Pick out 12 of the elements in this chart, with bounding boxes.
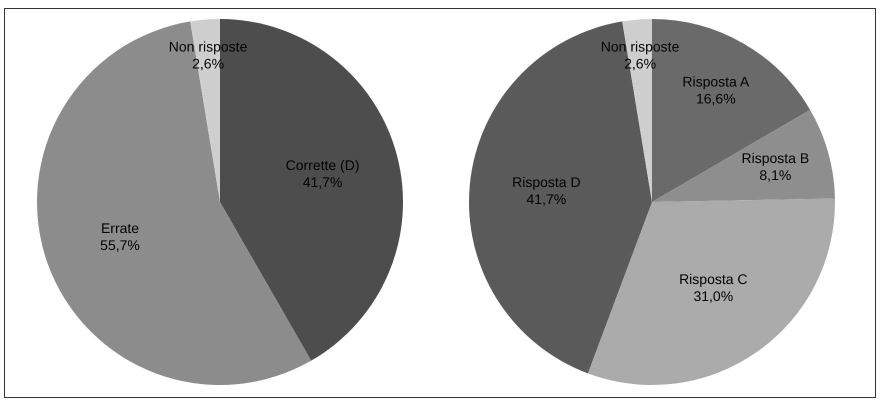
data-label: 8,1%: [759, 166, 792, 183]
data-label: 31,0%: [693, 288, 734, 304]
slice-label: Corrette (D): [286, 156, 360, 173]
slice-label: Risposta C: [679, 271, 748, 288]
slice-label: Risposta D: [512, 174, 581, 190]
data-label: 41,7%: [526, 191, 566, 208]
data-label: 16,6%: [696, 90, 736, 106]
data-label: 55,7%: [100, 237, 140, 253]
slice-label: Errate: [100, 220, 140, 236]
slice-label: Risposta B: [741, 150, 810, 166]
slice-label: Risposta A: [682, 73, 750, 90]
data-label: 41,7%: [302, 174, 342, 190]
